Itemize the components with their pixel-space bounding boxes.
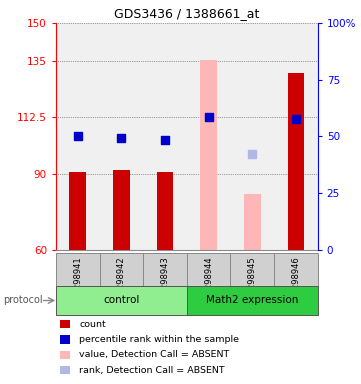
Bar bbox=[143, 253, 187, 286]
Text: GSM298943: GSM298943 bbox=[161, 256, 170, 307]
Text: GSM298941: GSM298941 bbox=[73, 256, 82, 307]
Text: value, Detection Call = ABSENT: value, Detection Call = ABSENT bbox=[79, 350, 230, 359]
Point bbox=[118, 134, 124, 141]
Bar bbox=[288, 73, 304, 250]
Point bbox=[293, 116, 299, 122]
Bar bbox=[113, 170, 130, 250]
Point bbox=[249, 151, 255, 157]
Text: GSM298945: GSM298945 bbox=[248, 256, 257, 307]
Bar bbox=[187, 286, 318, 315]
Bar bbox=[187, 253, 230, 286]
Bar bbox=[244, 194, 261, 250]
Bar bbox=[69, 172, 86, 250]
Text: GSM298946: GSM298946 bbox=[291, 256, 300, 307]
Text: protocol: protocol bbox=[4, 295, 43, 306]
Text: Math2 expression: Math2 expression bbox=[206, 295, 299, 306]
Bar bbox=[100, 253, 143, 286]
Bar bbox=[157, 172, 173, 250]
Text: rank, Detection Call = ABSENT: rank, Detection Call = ABSENT bbox=[79, 366, 225, 375]
Point bbox=[75, 133, 81, 139]
Title: GDS3436 / 1388661_at: GDS3436 / 1388661_at bbox=[114, 7, 260, 20]
Point bbox=[206, 114, 212, 121]
Text: GSM298944: GSM298944 bbox=[204, 256, 213, 307]
Text: GSM298942: GSM298942 bbox=[117, 256, 126, 307]
Bar bbox=[274, 253, 318, 286]
Bar bbox=[56, 286, 187, 315]
Bar bbox=[200, 60, 217, 250]
Text: percentile rank within the sample: percentile rank within the sample bbox=[79, 335, 239, 344]
Text: count: count bbox=[79, 319, 106, 329]
Bar bbox=[56, 253, 100, 286]
Bar bbox=[230, 253, 274, 286]
Point bbox=[162, 137, 168, 143]
Text: control: control bbox=[103, 295, 140, 306]
